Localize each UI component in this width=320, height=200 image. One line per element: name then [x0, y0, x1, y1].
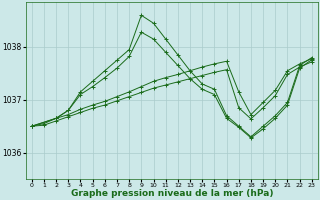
X-axis label: Graphe pression niveau de la mer (hPa): Graphe pression niveau de la mer (hPa): [70, 189, 273, 198]
